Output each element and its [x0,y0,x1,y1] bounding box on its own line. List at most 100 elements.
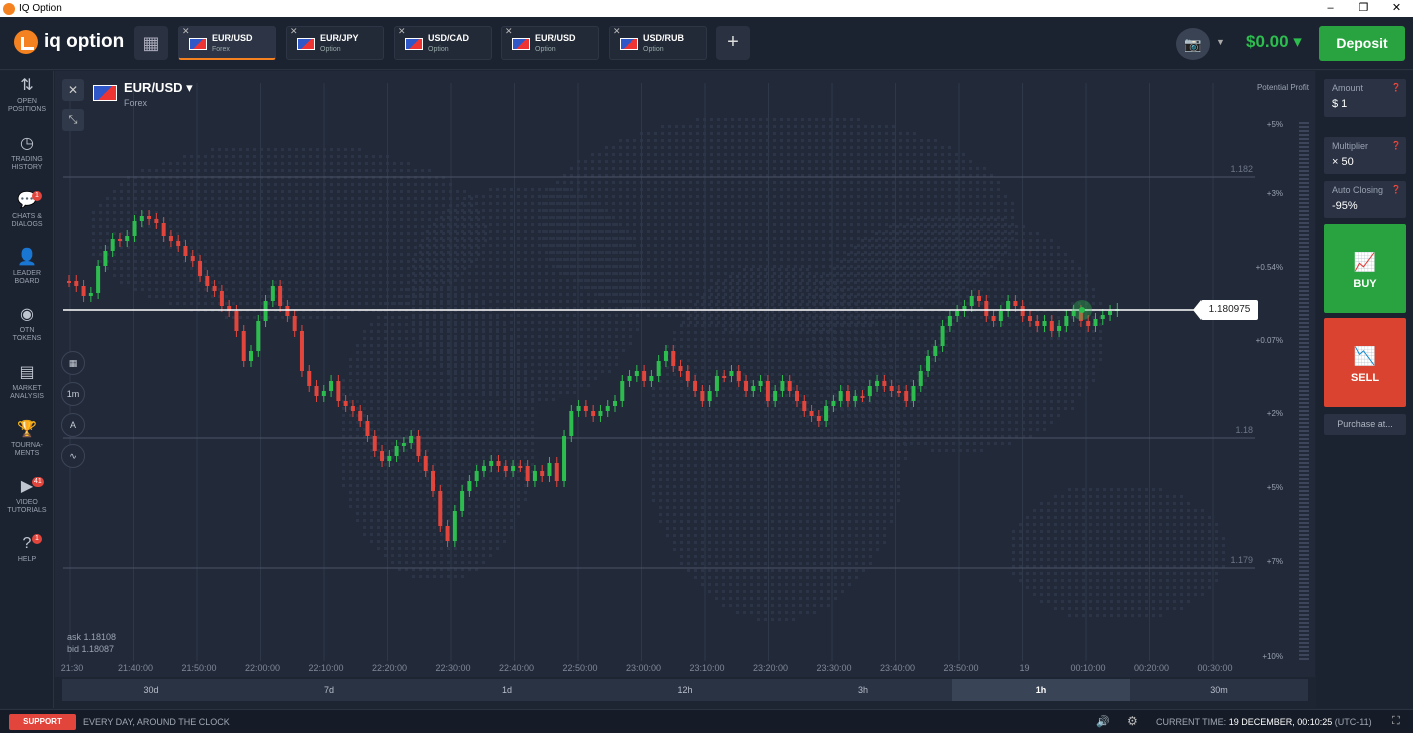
support-slogan: EVERY DAY, AROUND THE CLOCK [83,717,230,727]
candle-body [1108,311,1113,315]
candle-body [88,293,93,296]
candle-body [896,391,901,393]
period-1d[interactable]: 1d [501,685,512,695]
candle-body [831,401,836,406]
sidebar-item-0[interactable]: ⇅ OPEN POSITIONS [0,76,54,114]
close-tab-icon[interactable]: ✕ [398,26,406,36]
add-tab-button[interactable]: + [716,26,750,60]
grid-layout-button[interactable]: ▦ [134,26,168,60]
app-logo-icon [3,2,15,15]
support-button[interactable]: SUPPORT [9,714,76,730]
balance-dropdown[interactable]: $0.00 ▾ [1246,32,1302,52]
candle-body [613,401,617,406]
brand-name: iq option [44,31,125,52]
sell-label: SELL [1350,372,1380,384]
buy-button[interactable]: 📈 BUY [1324,224,1406,313]
brand-logo[interactable]: iq option [14,30,124,54]
sell-button[interactable]: 📉 SELL [1324,318,1406,407]
sidebar-item-4[interactable]: ◉ OTN TOKENS [0,305,54,343]
camera-button[interactable]: 📷 [1176,28,1210,60]
candle-body [707,391,712,401]
candle-body [387,456,392,461]
chart-area[interactable]: 21:30 21:40:00 21:50:00 22:00:00 22:10:00 22:… [55,71,1315,677]
purchase-at-button[interactable]: Purchase at... [1324,414,1406,435]
amount-value[interactable]: $ 1 [1332,98,1348,110]
multiplier-field[interactable]: Multiplier ❓ × 50 [1324,137,1406,174]
close-button[interactable]: ✕ [1391,2,1402,14]
candle-body [780,381,785,391]
minimize-button[interactable]: – [1327,2,1334,14]
close-tab-icon[interactable]: ✕ [505,26,513,36]
close-tab-icon[interactable]: ✕ [290,26,298,36]
candle-body [1078,311,1083,321]
asset-tab-eurusd-forex[interactable]: ✕ EUR/USD Forex [178,26,276,60]
candle-body [700,391,705,401]
chart-type-button[interactable]: ▦ [61,351,85,375]
candle-body [947,316,952,326]
chevron-down-icon: ▾ [1293,32,1302,51]
amount-field[interactable]: Amount ❓ $ 1 [1324,79,1406,117]
time-tick-label: 23:30:00 [816,663,851,673]
candle-body [547,463,552,476]
multiplier-value[interactable]: × 50 [1332,156,1354,168]
sidebar-item-6[interactable]: 🏆 TOURNA- MENTS [0,420,54,458]
candle-body [627,376,632,381]
help-icon[interactable]: ❓ [1391,83,1401,92]
price-level-label: 1.179 [1230,555,1253,565]
sidebar-icon: ◷ [20,135,34,152]
time-tick-label: 19 [1019,663,1029,673]
deposit-button[interactable]: Deposit [1319,26,1405,61]
candle-body [540,471,545,476]
volume-icon[interactable]: 🔊 [1096,716,1110,728]
auto-closing-value[interactable]: -95% [1332,200,1358,212]
period-12h[interactable]: 12h [677,685,693,695]
sidebar-item-3[interactable]: 👤 LEADER BOARD [0,248,54,286]
period-30d[interactable]: 30d [143,685,159,695]
asset-tab-usdcad[interactable]: ✕ USD/CAD Option [394,26,492,60]
close-tab-icon[interactable]: ✕ [182,26,190,36]
maximize-button[interactable]: ❐ [1358,2,1369,14]
sidebar-label: VIDEO [16,499,38,506]
help-icon[interactable]: ❓ [1391,185,1401,194]
tab-asset-type: Option [320,46,341,53]
sidebar-item-8[interactable]: ? 1 HELP [0,534,54,564]
candle-body [307,371,312,386]
candle-body [773,391,778,401]
tab-asset-name: EUR/USD [535,33,576,43]
close-chart-button[interactable]: ✕ [62,79,84,101]
time-tick-label: 00:10:00 [1070,663,1105,673]
asset-tab-usdrub[interactable]: ✕ USD/RUB Option [609,26,707,60]
asset-tab-eurjpy[interactable]: ✕ EUR/JPY Option [286,26,384,60]
indicators-button[interactable]: ∿ [61,444,85,468]
candle-body [270,286,275,301]
chevron-down-icon[interactable]: ▼ [1216,37,1225,47]
asset-tab-eurusd-option[interactable]: ✕ EUR/USD Option [501,26,599,60]
period-7d[interactable]: 7d [323,685,334,695]
asset-selector[interactable]: EUR/USD ▾ [124,80,193,95]
period-3h[interactable]: 3h [857,685,868,695]
auto-closing-field[interactable]: Auto Closing ❓ -95% [1324,181,1406,218]
candle-body [423,456,428,471]
sidebar-item-1[interactable]: ◷ TRADING HISTORY [0,134,54,172]
profit-scale-label: +10% [1262,652,1283,661]
candlestick-chart[interactable]: 21:30 21:40:00 21:50:00 22:00:00 22:10:00 22:… [55,71,1315,677]
flag-icon [189,38,207,50]
gear-icon[interactable]: ⚙ [1127,714,1138,728]
sidebar-item-5[interactable]: ▤ MARKET ANALYSIS [0,363,54,401]
help-icon[interactable]: ❓ [1391,141,1401,150]
bid-ask-readout: ask 1.18108 bid 1.18087 [67,631,116,655]
sidebar-icon: 💬 [17,192,37,209]
sidebar-item-2[interactable]: 💬 1 CHATS & DIALOGS [0,191,54,229]
price-level-label: 1.18 [1235,425,1253,435]
fullscreen-icon[interactable]: ⛶ [1392,715,1400,727]
sidebar-item-7[interactable]: ▶ 41 VIDEO TUTORIALS [0,477,54,515]
collapse-chart-button[interactable]: ⤡ [62,109,84,131]
drawing-tools-button[interactable]: A [61,413,85,437]
timeframe-button[interactable]: 1m [61,382,85,406]
candle-body [190,256,195,261]
period-1h[interactable]: 1h [952,679,1130,701]
period-30m[interactable]: 30m [1210,685,1228,695]
time-tick-label: 21:50:00 [181,663,216,673]
candle-body [1049,321,1054,331]
close-tab-icon[interactable]: ✕ [613,26,621,36]
